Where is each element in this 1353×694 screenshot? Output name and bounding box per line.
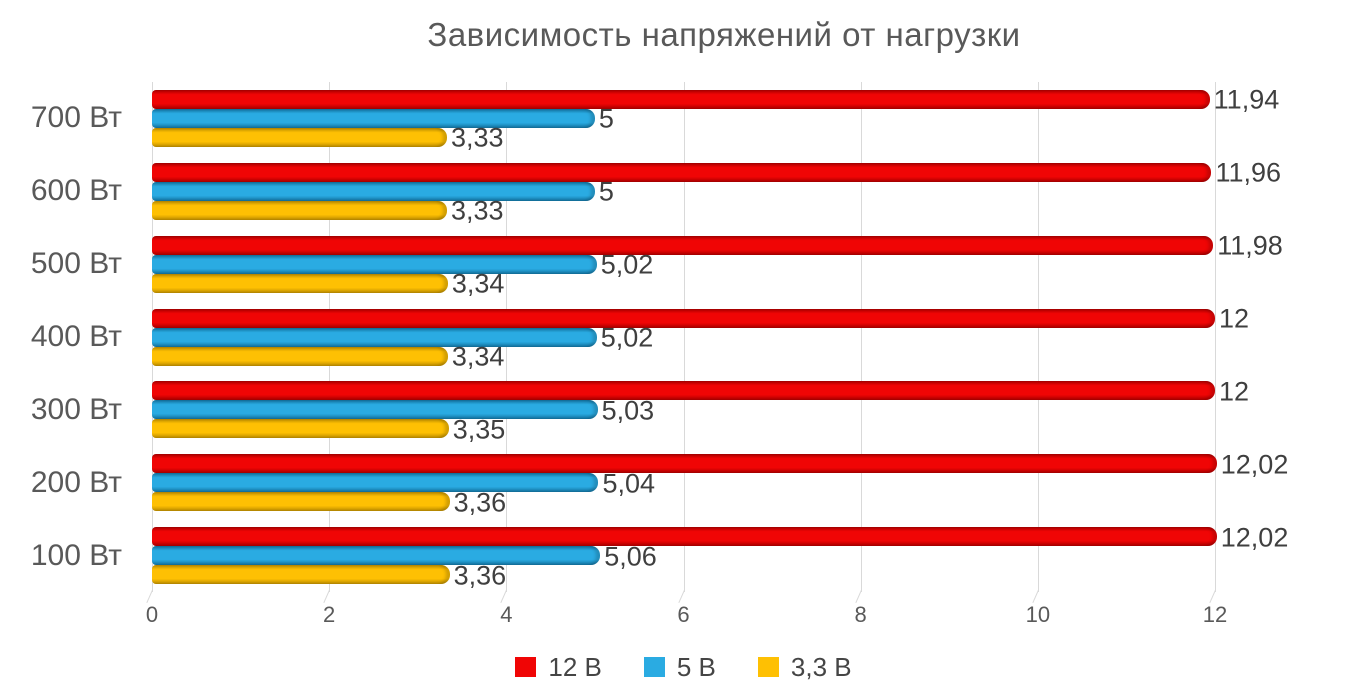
x-tick-label: 4 [500, 602, 513, 627]
category-label: 500 Вт [30, 247, 122, 281]
bar-group: 11,98 5,02 3,34 [152, 228, 1283, 301]
x-tick-label: 8 [854, 602, 867, 627]
legend-label: 3,3 В [790, 651, 852, 682]
bar-12 В: 11,98 [152, 232, 1283, 259]
legend-label: 5 В [676, 651, 716, 682]
bar-group: 11,94 5 3,33 [152, 82, 1279, 155]
bar-12 В: 12 [152, 378, 1249, 405]
bar-value-label: 5,03 [601, 395, 655, 426]
chart-title: Зависимость напряжений от нагрузки [427, 16, 1021, 53]
legend-swatch [757, 657, 779, 677]
bar-value-label: 11,96 [1215, 157, 1282, 188]
bar-group: 11,96 5 3,33 [152, 155, 1281, 228]
bar-12 В: 12 [152, 305, 1249, 332]
x-tick-label: 6 [677, 602, 690, 627]
bar-value-label: 3,36 [453, 487, 507, 518]
bar-3,3 В: 3,35 [152, 416, 505, 443]
bar-value-label: 5 [598, 176, 614, 207]
bar-5 В: 5,02 [152, 251, 653, 278]
gridline [1032, 82, 1039, 603]
bar-value-label: 5,06 [604, 541, 657, 572]
bar-value-label: 12 [1219, 303, 1250, 334]
bar-3,3 В: 3,34 [152, 270, 504, 297]
bar-value-label: 5,02 [600, 249, 654, 280]
category-label: 600 Вт [30, 174, 122, 208]
legend: 12 В 5 В 3,3 В [152, 650, 1215, 684]
bar-3,3 В: 3,36 [152, 489, 506, 516]
bar-rows: 11,94 5 3,33 11,96 5 3,33 11,98 5,02 3,34 12 5,02 3… [152, 82, 1288, 592]
legend-item: 12 В [515, 652, 602, 683]
legend-item: 5 В [643, 651, 716, 683]
gridline [855, 82, 862, 603]
bar-12 В: 12,02 [152, 451, 1288, 478]
category-label: 200 Вт [30, 465, 122, 499]
x-tick-label: 12 [1202, 602, 1228, 627]
bar-group: 12 5,03 3,35 [152, 373, 1249, 446]
x-tick-label: 0 [145, 602, 159, 627]
bar-5 В: 5,04 [152, 470, 655, 497]
bar-value-label: 5,02 [600, 322, 654, 353]
bar-3,3 В: 3,34 [152, 343, 504, 370]
bar-value-label: 3,34 [451, 268, 505, 299]
legend-swatch [643, 657, 665, 677]
x-axis: 0 2 4 6 8 10 12 [146, 602, 1227, 632]
bar-12 В: 12,02 [152, 524, 1288, 551]
bar-value-label: 3,36 [453, 560, 507, 591]
category-label: 400 Вт [30, 320, 122, 353]
bar-value-label: 12,02 [1220, 449, 1289, 480]
bar-group: 12,02 5,06 3,36 [152, 519, 1288, 592]
bar-5 В: 5,03 [152, 397, 654, 424]
x-tick-label: 2 [323, 602, 336, 627]
bar-value-label: 11,98 [1217, 230, 1283, 261]
bar-group: 12 5,02 3,34 [152, 301, 1249, 374]
bar-value-label: 5 [598, 104, 614, 135]
bar-group: 12,02 5,04 3,36 [152, 446, 1288, 519]
bar-5 В: 5,02 [152, 324, 653, 351]
bar-value-label: 11,94 [1213, 85, 1280, 116]
bar-value-label: 3,34 [451, 341, 505, 372]
category-label: 700 Вт [30, 101, 122, 135]
bar-12 В: 11,96 [152, 159, 1281, 186]
bar-5 В: 5 [152, 178, 614, 205]
legend-swatch [515, 657, 537, 677]
bar-12 В: 11,94 [152, 87, 1279, 114]
legend-label: 12 В [548, 651, 602, 682]
legend-item: 3,3 В [757, 651, 852, 683]
y-axis-category-labels: 700 Вт 600 Вт 500 Вт 400 Вт 300 Вт 200 Вт 100 … [0, 82, 124, 592]
bar-value-label: 12 [1219, 376, 1250, 407]
category-label: 100 Вт [30, 538, 122, 572]
bar-3,3 В: 3,36 [152, 562, 506, 589]
plot-area: 11,94 5 3,33 11,96 5 3,33 11,98 5,02 3,34 12 5,02 3… [146, 82, 1288, 603]
bar-3,3 В: 3,33 [152, 125, 504, 152]
bar-5 В: 5 [152, 106, 614, 133]
gridline [677, 82, 685, 603]
bar-value-label: 3,33 [450, 195, 504, 226]
bar-value-label: 5,04 [602, 468, 656, 499]
category-label: 300 Вт [30, 392, 122, 426]
bar-value-label: 12,02 [1220, 522, 1289, 553]
bar-5 В: 5,06 [152, 543, 657, 570]
bar-value-label: 3,33 [450, 123, 504, 154]
gridline [1209, 82, 1216, 603]
bar-3,3 В: 3,33 [152, 197, 504, 224]
bar-value-label: 3,35 [452, 414, 506, 445]
x-tick-label: 10 [1025, 602, 1051, 627]
